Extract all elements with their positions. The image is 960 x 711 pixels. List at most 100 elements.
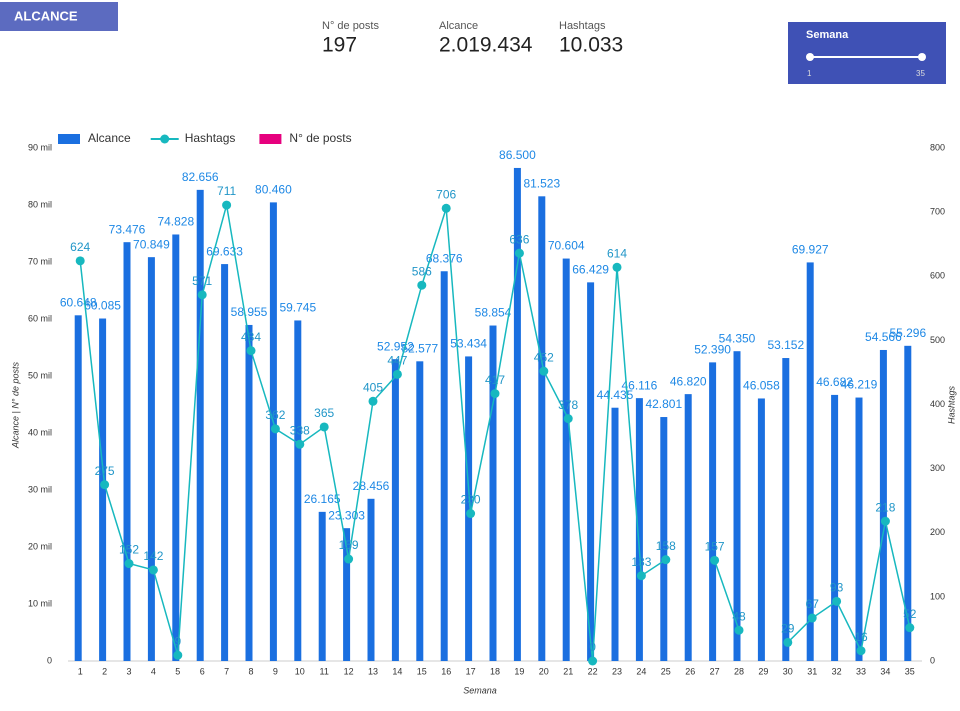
bar-value-label: 46.219 (841, 378, 878, 392)
line-value-label: 706 (436, 187, 456, 201)
bar (684, 394, 692, 661)
x-tick-label: 5 (175, 666, 180, 676)
line-point (368, 396, 378, 406)
line-point (636, 571, 646, 581)
line-point (295, 439, 305, 449)
bar (635, 398, 643, 661)
bar-value-label: 58.854 (475, 306, 512, 320)
x-tick-label: 14 (392, 666, 402, 676)
bar-value-label: 28.456 (353, 479, 390, 493)
line-point (880, 516, 890, 526)
x-tick-label: 34 (880, 666, 890, 676)
x-tick-label: 22 (588, 666, 598, 676)
x-tick-label: 15 (417, 666, 427, 676)
bar (416, 361, 424, 661)
line-point (539, 366, 549, 376)
bar-value-label: 42.801 (645, 397, 682, 411)
slider-handle[interactable] (918, 53, 926, 61)
line-point (441, 203, 451, 213)
line-value-label: 158 (656, 539, 676, 553)
bar-value-label: 46.820 (670, 374, 707, 388)
bar-value-label: 74.828 (157, 215, 194, 229)
line-point (100, 480, 110, 490)
y2-tick-label: 600 (930, 271, 945, 281)
line-value-label: 571 (192, 274, 212, 288)
line-value-label: 362 (265, 408, 285, 422)
bar (74, 315, 82, 661)
y-tick-label: 0 (47, 655, 52, 665)
y2-tick-label: 500 (930, 335, 945, 345)
bar (367, 498, 375, 661)
x-tick-label: 24 (636, 666, 646, 676)
x-tick-label: 6 (200, 666, 205, 676)
line-value-label: 452 (534, 350, 554, 364)
x-tick-label: 17 (466, 666, 476, 676)
bar (343, 528, 351, 661)
bar-value-label: 54.566 (865, 330, 902, 344)
bar-value-label: 69.927 (792, 243, 829, 257)
y-tick-label: 10 mil (28, 598, 52, 608)
y2-tick-label: 300 (930, 463, 945, 473)
bar-value-label: 70.604 (548, 239, 585, 253)
line-point (392, 369, 402, 379)
bar-value-label: 60.085 (84, 299, 121, 313)
bar (611, 407, 619, 661)
line-value-label: 133 (631, 555, 651, 569)
bar-value-label: 46.116 (621, 378, 657, 392)
x-tick-label: 27 (710, 666, 720, 676)
y-tick-label: 40 mil (28, 427, 52, 437)
line-point (661, 555, 671, 565)
line-value-label: 52 (903, 607, 917, 621)
x-tick-label: 33 (856, 666, 866, 676)
bar (562, 258, 570, 661)
bar-value-label: 52.390 (694, 343, 731, 357)
x-tick-label: 32 (832, 666, 842, 676)
bar (538, 196, 546, 661)
bar-value-label: 55.296 (889, 326, 926, 340)
bar-value-label: 66.429 (572, 263, 609, 277)
slider-title: Semana (806, 29, 849, 41)
x-tick-label: 18 (490, 666, 500, 676)
y2-tick-label: 800 (930, 142, 945, 152)
bar-value-label: 80.460 (255, 183, 292, 197)
x-tick-label: 11 (320, 666, 329, 676)
x-tick-label: 20 (539, 666, 549, 676)
x-tick-label: 2 (102, 666, 107, 676)
kpi-label: Hashtags (559, 20, 606, 32)
bar (709, 362, 717, 661)
bar (782, 358, 790, 661)
y-tick-label: 70 mil (28, 256, 52, 266)
x-tick-label: 8 (248, 666, 253, 676)
line-point (588, 656, 598, 666)
x-tick-label: 3 (126, 666, 131, 676)
bar-value-label: 86.500 (499, 148, 536, 162)
line-point (75, 256, 85, 266)
y-tick-label: 60 mil (28, 313, 52, 323)
bar-value-label: 58.955 (231, 305, 268, 319)
line-point (490, 389, 500, 399)
line-value-label: 230 (461, 493, 481, 507)
bar (904, 345, 912, 661)
bar (123, 242, 131, 661)
line-value-label: 67 (806, 597, 820, 611)
kpi-label: N° de posts (322, 20, 379, 32)
x-tick-label: 31 (807, 666, 817, 676)
line-value-label: 48 (732, 609, 746, 623)
bar-value-label: 59.745 (279, 301, 316, 315)
line-point (807, 613, 817, 623)
line-value-label: 614 (607, 246, 627, 260)
bar (757, 398, 765, 661)
legend-swatch (58, 134, 80, 144)
x-tick-label: 29 (758, 666, 768, 676)
line-point (319, 422, 329, 432)
bar (294, 320, 302, 661)
x-tick-label: 9 (273, 666, 278, 676)
bar (99, 318, 107, 661)
slider-handle[interactable] (806, 53, 814, 61)
line-point (344, 554, 354, 564)
bar (440, 271, 448, 661)
bar (855, 397, 863, 661)
x-tick-label: 30 (783, 666, 793, 676)
bar-value-label: 52.577 (401, 341, 438, 355)
